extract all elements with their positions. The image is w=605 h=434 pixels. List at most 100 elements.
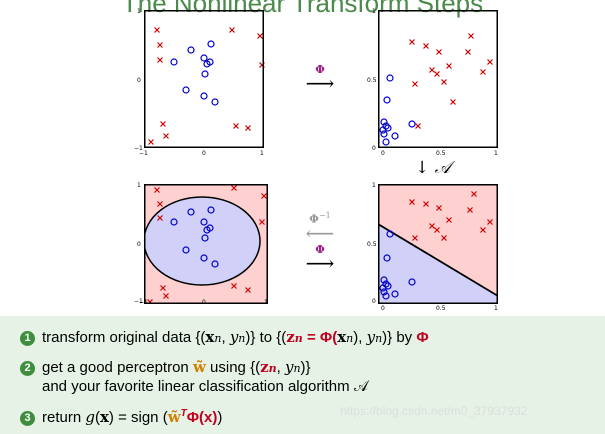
- math-g: g: [85, 408, 95, 426]
- red-x-marker: [429, 67, 435, 73]
- red-x-marker: [487, 219, 493, 225]
- blue-o-marker: [379, 284, 387, 292]
- red-x-marker: [446, 217, 452, 223]
- red-x-marker: [429, 223, 435, 229]
- x-tick: 1: [494, 305, 498, 312]
- red-x-marker: [157, 215, 163, 221]
- x-tick: −1: [139, 299, 148, 306]
- blue-o-marker: [379, 126, 387, 134]
- math-y: y: [366, 328, 376, 346]
- blue-o-marker: [391, 132, 399, 140]
- math-transpose: T: [180, 408, 187, 419]
- y-tick: 0: [372, 298, 376, 305]
- red-x-marker: [409, 39, 415, 45]
- x-tick: 0.5: [436, 150, 446, 157]
- blue-o-marker: [200, 92, 208, 100]
- blue-o-marker: [182, 86, 190, 94]
- step-number-badge: 1: [20, 331, 35, 346]
- red-x-marker: [467, 207, 473, 213]
- blue-o-marker: [201, 234, 209, 242]
- red-x-marker: [434, 227, 440, 233]
- y-tick: −1: [134, 298, 143, 305]
- blue-o-marker: [391, 290, 399, 298]
- plot-nonlinear-svg: [144, 184, 268, 304]
- red-x-marker: [233, 123, 239, 129]
- plot-frame: [144, 184, 268, 304]
- slide-title: The Nonlinear Transform Steps: [121, 0, 484, 18]
- red-x-marker: [412, 81, 418, 87]
- red-x-marker: [257, 33, 263, 39]
- plot-frame: [144, 10, 264, 148]
- red-x-marker: [480, 69, 486, 75]
- y-tick: 0: [137, 241, 141, 248]
- step-text: transform original data {(: [42, 329, 206, 346]
- red-x-marker: [423, 201, 429, 207]
- step-2-line-2: and your favorite linear classification …: [42, 378, 369, 395]
- red-x-marker: [465, 49, 471, 55]
- red-x-marker: [148, 139, 154, 145]
- algorithm-label: 𝒜: [434, 158, 451, 178]
- phi-inverse-sup: −1: [318, 211, 331, 220]
- x-tick: 0: [381, 150, 385, 157]
- x-tick: 0: [202, 299, 206, 306]
- step-text: ,: [276, 359, 285, 376]
- blue-o-marker: [408, 278, 416, 286]
- x-tick: 1: [264, 299, 268, 306]
- math-z: z: [260, 358, 269, 376]
- red-x-marker: [245, 125, 251, 131]
- plot-nonlinear-boundary: [144, 184, 284, 324]
- red-x-marker: [261, 193, 267, 199]
- red-x-marker: [450, 99, 456, 105]
- blue-o-marker: [380, 130, 388, 138]
- plot-linear-svg: [378, 184, 498, 304]
- red-x-marker: [471, 191, 477, 197]
- plot-frame: [378, 184, 498, 304]
- step-text: using {(: [205, 359, 261, 376]
- watermark: https://blog.csdn.net/m0_37937932: [340, 404, 528, 418]
- math-w-tilde: w̃: [167, 408, 181, 426]
- red-x-marker: [245, 287, 251, 293]
- step-2: 2 get a good perceptron w̃ using {(zn, yn…: [20, 358, 311, 376]
- red-x-marker: [157, 201, 163, 207]
- y-tick: 0.5: [367, 241, 377, 248]
- phi-inverse-label: Φ−1: [300, 210, 340, 225]
- red-x-marker: [436, 205, 442, 211]
- ellipse-boundary: [144, 196, 261, 286]
- phi-arrow-bottom: Φ ⟶: [300, 243, 340, 273]
- blue-o-marker: [380, 118, 388, 126]
- x-tick: −1: [139, 150, 148, 157]
- phi-arrow-top: Φ ⟶: [300, 64, 340, 93]
- blue-o-marker: [187, 208, 195, 216]
- y-tick: 1: [137, 182, 141, 189]
- red-x-marker: [154, 27, 160, 33]
- blue-o-marker: [382, 138, 390, 146]
- blue-o-marker: [408, 120, 416, 128]
- blue-o-marker: [207, 206, 215, 214]
- blue-o-marker: [207, 40, 215, 48]
- blue-o-marker: [380, 276, 388, 284]
- phi-inverse-symbol: Φ: [309, 212, 319, 226]
- negative-region: [378, 224, 498, 304]
- step-3: 3 return g(x) = sign (w̃TΦ(x)): [20, 408, 222, 426]
- red-x-marker: [412, 235, 418, 241]
- blue-o-marker: [200, 254, 208, 262]
- x-tick: 1: [260, 150, 264, 157]
- plot-original-data: [144, 10, 284, 150]
- y-tick: 1: [372, 182, 376, 189]
- blue-o-marker: [380, 288, 388, 296]
- math-phi-eq: = Φ(: [302, 329, 338, 346]
- y-tick: 0: [372, 145, 376, 152]
- math-x: x: [337, 328, 347, 346]
- math-z: z: [286, 328, 295, 346]
- step-text: )}: [300, 359, 311, 376]
- math-x: x: [99, 408, 109, 426]
- math-x: x: [205, 328, 215, 346]
- plot-transformed-data: [378, 10, 518, 150]
- red-x-marker: [434, 71, 440, 77]
- step-number-badge: 2: [20, 361, 35, 376]
- step-number-badge: 3: [20, 411, 35, 426]
- phi-label: Φ: [315, 243, 325, 256]
- red-x-marker: [154, 187, 160, 193]
- step-text: ): [217, 409, 223, 426]
- math-y: y: [284, 358, 294, 376]
